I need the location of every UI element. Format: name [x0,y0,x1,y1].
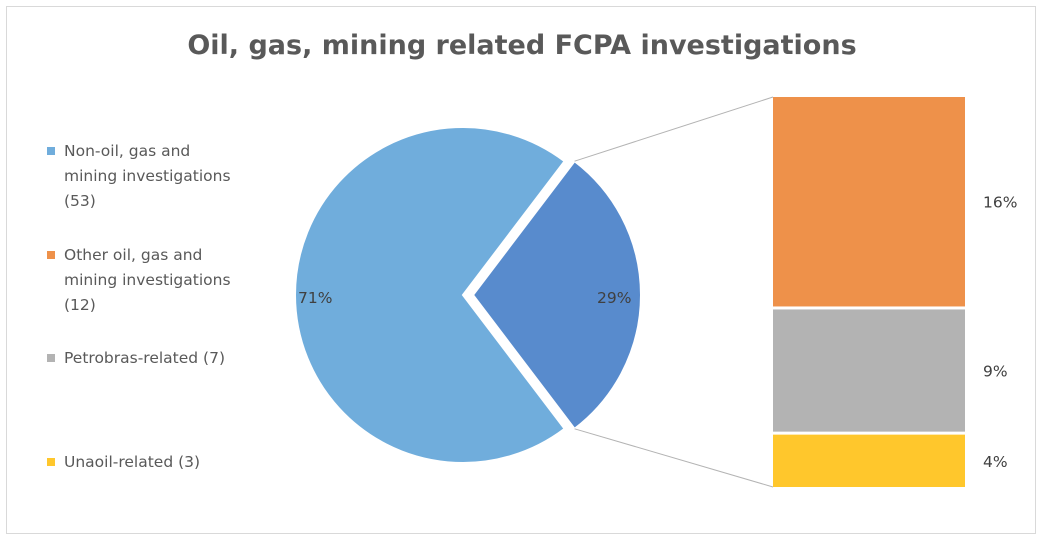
legend-item-unaoil: Unaoil-related (3) [47,450,247,475]
legend-swatch [47,354,55,362]
legend-label: Unaoil-related (3) [64,453,201,471]
data-label-unaoil: 4% [983,453,1008,471]
bar-segment-petrobras [773,309,965,432]
data-label-other-oil: 16% [983,194,1017,212]
bar-segment-unaoil [773,434,965,487]
legend-item-petrobras: Petrobras-related (7) [47,346,247,371]
data-label-combined: 29% [597,289,631,307]
legend-item-other-oil: Other oil, gas and mining investigations… [47,243,247,318]
connector-line-top [574,96,774,162]
data-label-petrobras: 9% [983,363,1008,381]
legend-label: Petrobras-related (7) [64,349,226,367]
data-label-non-oil: 71% [298,289,332,307]
connector-line-bottom [574,428,774,488]
legend-label: Non-oil, gas and mining investigations (… [64,142,231,210]
legend-swatch [47,251,55,259]
legend-swatch [47,458,55,466]
legend-item-non-oil: Non-oil, gas and mining investigations (… [47,139,247,214]
pie-slice-combined [471,159,642,431]
legend-swatch [47,147,55,155]
chart-title: Oil, gas, mining related FCPA investigat… [187,30,857,61]
legend-label: Other oil, gas and mining investigations… [64,246,231,314]
pie-slice-non-oil [294,126,566,464]
bar-segment-other-oil [773,97,965,307]
